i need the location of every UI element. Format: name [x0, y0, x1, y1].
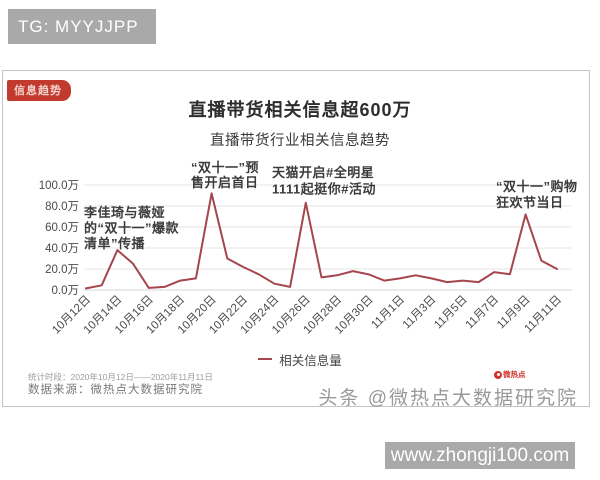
stats-period-note: 统计时段：2020年10月12日——2020年11月11日 — [28, 372, 213, 382]
chart-legend: 相关信息量 — [0, 351, 600, 368]
svg-text:100.0万: 100.0万 — [39, 180, 79, 192]
svg-text:天猫开启#全明星: 天猫开启#全明星 — [272, 165, 374, 180]
svg-text:李佳琦与薇娅: 李佳琦与薇娅 — [83, 205, 165, 220]
svg-text:清单”传播: 清单”传播 — [84, 236, 146, 251]
info-trend-badge: 信息趋势 — [7, 80, 71, 101]
toutiao-watermark: 头条 @微热点大数据研究院 — [318, 388, 578, 409]
weiredian-logo: 微热点 — [494, 369, 526, 380]
legend-line-marker — [258, 357, 273, 361]
data-source-note: 数据来源：微热点大数据研究院 — [28, 384, 203, 396]
svg-text:“双十一”预: “双十一”预 — [191, 160, 259, 175]
svg-text:11月7日: 11月7日 — [464, 294, 502, 332]
svg-text:20.0万: 20.0万 — [45, 264, 79, 276]
svg-text:11月1日: 11月1日 — [369, 294, 407, 332]
legend-series-label: 相关信息量 — [279, 353, 342, 368]
trend-line-chart: 0.0万20.0万40.0万60.0万80.0万100.0万10月12日10月1… — [39, 160, 578, 336]
svg-text:狂欢节当日: 狂欢节当日 — [496, 195, 564, 210]
svg-text:的“双十一”爆款: 的“双十一”爆款 — [84, 221, 180, 236]
svg-text:11月5日: 11月5日 — [432, 294, 470, 332]
chart-title: 直播带货行业相关信息趋势 — [210, 133, 390, 149]
svg-text:0.0万: 0.0万 — [52, 285, 80, 297]
weiredian-flame-icon — [494, 370, 502, 379]
svg-text:80.0万: 80.0万 — [45, 201, 79, 213]
chart-headline: 直播带货相关信息超600万 — [188, 100, 412, 120]
svg-text:1111起挺你#活动: 1111起挺你#活动 — [272, 182, 376, 197]
svg-text:“双十一”购物: “双十一”购物 — [496, 179, 578, 194]
svg-text:11月3日: 11月3日 — [401, 294, 439, 332]
site-url-watermark: www.zhongji100.com — [385, 442, 575, 469]
tg-contact-watermark: TG: MYYJJPP — [8, 9, 156, 44]
svg-text:40.0万: 40.0万 — [45, 243, 79, 255]
report-card — [2, 70, 590, 407]
svg-text:售开启首日: 售开启首日 — [191, 175, 259, 190]
svg-text:60.0万: 60.0万 — [45, 222, 79, 234]
weiredian-logo-label: 微热点 — [503, 370, 526, 379]
